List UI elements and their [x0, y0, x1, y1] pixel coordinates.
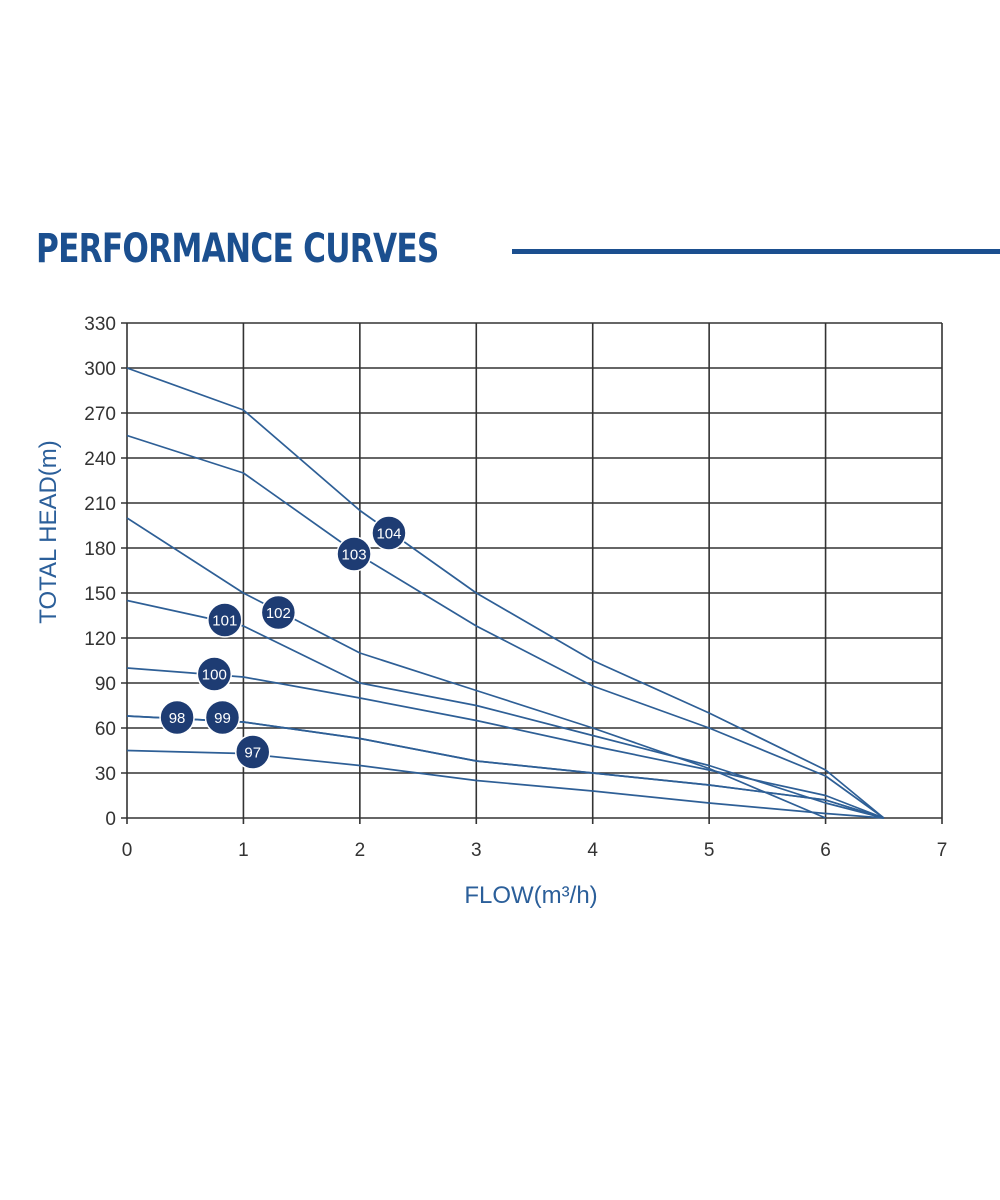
curve-badges: 97 98 99 100 101 102 103 104 [159, 515, 407, 770]
x-tick-label: 6 [820, 840, 831, 861]
badge-circle [204, 699, 241, 736]
badge-circle [234, 734, 271, 770]
badge-label: 102 [266, 605, 291, 622]
curve-100 [126, 667, 885, 819]
curve-badge-104: 104 [371, 515, 407, 551]
y-tick-label: 210 [84, 494, 116, 515]
y-tick-label: 150 [84, 584, 116, 605]
x-tick-label: 1 [238, 840, 249, 861]
y-tick-label: 120 [84, 629, 116, 650]
curve-badge-103: 103 [336, 536, 372, 572]
x-tick-label: 7 [937, 840, 948, 861]
x-tick-label: 3 [471, 840, 482, 861]
badge-circle [207, 602, 243, 638]
curve-badge-98: 98 [159, 699, 195, 736]
x-tick-label: 4 [587, 840, 598, 861]
x-tick-label: 2 [355, 840, 366, 861]
curve-badge-100: 100 [196, 656, 233, 692]
badge-label: 101 [212, 613, 237, 630]
badge-label: 97 [244, 745, 261, 762]
badge-circle [196, 656, 233, 692]
y-tick-label: 60 [95, 719, 116, 740]
badge-label: 98 [169, 710, 186, 727]
y-tick-label: 0 [105, 809, 116, 830]
badge-label: 104 [376, 526, 401, 543]
y-tick-label: 270 [84, 404, 116, 425]
curve-badge-97: 97 [234, 734, 271, 770]
badge-circle [336, 536, 372, 572]
y-tick-label: 330 [84, 314, 116, 335]
badge-circle [371, 515, 407, 551]
curve-badge-101: 101 [207, 602, 243, 638]
y-tick-label: 300 [84, 359, 116, 380]
x-axis-label: FLOW(m³/h) [464, 882, 597, 909]
curve-101 [126, 599, 885, 819]
y-tick-label: 180 [84, 539, 116, 560]
chart-title: PERFORMANCE CURVES [36, 226, 439, 272]
curves [126, 367, 885, 819]
badge-circle [260, 594, 297, 631]
badge-label: 99 [214, 710, 231, 727]
curve-104 [126, 367, 885, 819]
curve-98 [126, 715, 885, 819]
curve-badge-99: 99 [204, 699, 241, 736]
curve-102 [126, 517, 826, 819]
curve-99 [126, 715, 885, 819]
curve-badge-102: 102 [260, 594, 297, 631]
y-tick-label: 90 [95, 674, 116, 695]
title-rule [512, 249, 1000, 254]
y-tick-label: 30 [95, 764, 116, 785]
badge-label: 103 [342, 547, 367, 564]
x-tick-label: 0 [122, 840, 133, 861]
y-axis-label: TOTAL HEAD(m) [35, 440, 62, 624]
y-tick-label: 240 [84, 449, 116, 470]
badge-label: 100 [202, 667, 227, 684]
curve-103 [126, 434, 885, 819]
x-tick-label: 5 [704, 840, 715, 861]
badge-circle [159, 699, 195, 736]
tick-labels: 0 1 2 3 4 5 6 7 0 30 60 90 120 150 180 210 240 270 300 330 [84, 314, 947, 861]
